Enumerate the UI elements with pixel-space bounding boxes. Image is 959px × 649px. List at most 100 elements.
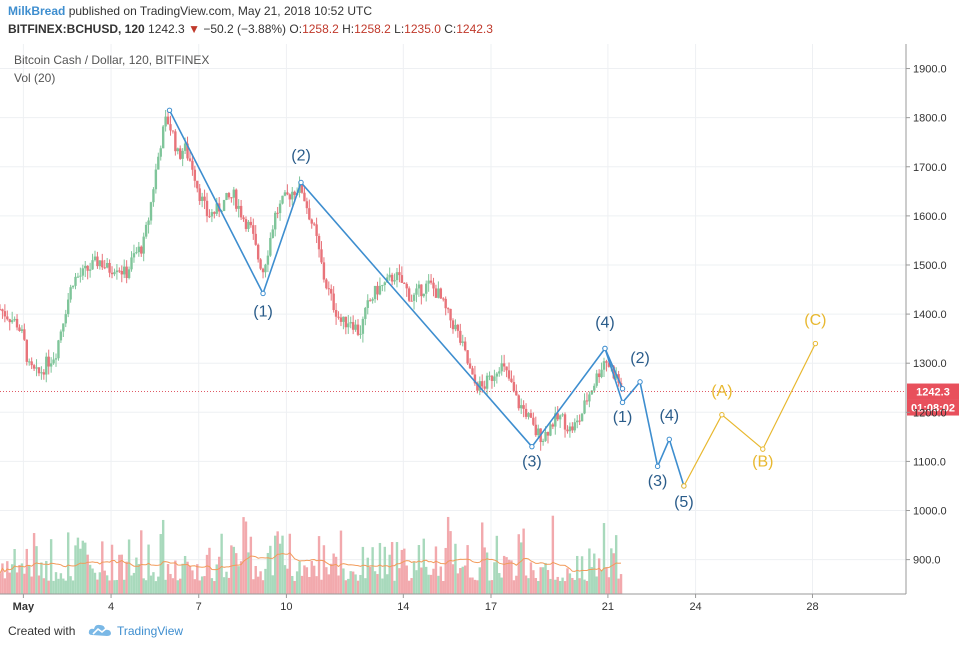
volume-bar <box>585 580 589 594</box>
candle-body <box>208 216 211 218</box>
volume-bar <box>407 580 411 594</box>
candle-body <box>203 196 206 201</box>
candle-body <box>196 180 199 189</box>
candle-body <box>432 282 435 289</box>
volume-bar <box>169 573 172 594</box>
publish-line: MilkBread published on TradingView.com, … <box>8 4 372 18</box>
candle-body <box>349 322 352 324</box>
candle-body <box>398 272 401 276</box>
countdown-badge <box>907 399 959 416</box>
candle-body <box>446 308 450 310</box>
volume-bar <box>356 580 360 594</box>
volume-bar <box>541 567 545 594</box>
subwave-wave-label: (2) <box>630 350 650 367</box>
candle-body <box>468 363 472 369</box>
volume-bar <box>249 536 253 594</box>
candle-body <box>291 191 294 200</box>
volume-bar <box>298 561 301 594</box>
volume-bar <box>451 564 455 594</box>
candle-body <box>144 224 148 237</box>
volume-bar <box>398 568 401 594</box>
candle-body <box>578 420 581 422</box>
candle-body <box>461 341 464 343</box>
price-tick-label: 1900.0 <box>913 64 947 76</box>
candle-body <box>571 426 574 431</box>
candle-body <box>293 191 296 195</box>
subwave-wave-point <box>654 463 661 470</box>
volume-bar <box>108 580 111 594</box>
candle-body <box>359 333 362 335</box>
volume-bar <box>519 542 523 594</box>
volume-bar <box>602 523 606 594</box>
tradingview-brand[interactable]: TradingView <box>117 624 184 638</box>
candle-body <box>13 318 16 321</box>
price-chart[interactable]: 1242.301:08:02 (1)(2)(3)(4)(1)(2)(3)(4)(… <box>0 44 959 615</box>
volume-bar <box>84 542 87 594</box>
candle-body <box>522 405 525 409</box>
candle-body <box>132 253 136 258</box>
volume-bar <box>381 578 384 594</box>
candle-body <box>86 265 89 271</box>
volume-bar <box>410 578 413 594</box>
volume-bar <box>558 580 562 594</box>
volume-bar <box>490 580 494 594</box>
candle-body <box>69 287 72 300</box>
footer: Created with TradingView <box>0 615 959 649</box>
candle-body <box>607 362 611 367</box>
volume-bar <box>113 580 116 594</box>
subwave-wave-line <box>604 348 685 487</box>
candle-body <box>505 366 508 371</box>
candle-body <box>18 327 21 332</box>
volume-bar <box>295 571 299 594</box>
volume-bar <box>161 519 165 594</box>
time-tick-label: 10 <box>280 601 292 613</box>
volume-bar <box>225 571 228 594</box>
candle-body <box>137 246 141 253</box>
volume-bar <box>593 553 596 594</box>
candle-body <box>585 400 589 402</box>
candle-body <box>412 294 416 301</box>
volume-bar <box>368 566 372 594</box>
volume-bar <box>200 576 204 594</box>
volume-bar <box>330 563 333 594</box>
candle-body <box>140 246 143 254</box>
candle-body <box>239 205 243 218</box>
volume-bar <box>388 554 391 594</box>
volume-bar <box>478 567 481 594</box>
elliott-wave-annotations[interactable]: (1) (2) (3) (4) (1) (2) (3) (4) (5) (A) (B) (C) <box>166 107 827 511</box>
tradingview-cloud-icon[interactable] <box>88 622 114 638</box>
price-tick-label: 1200.0 <box>913 407 947 419</box>
candle-body <box>225 192 228 200</box>
candle-body <box>237 205 240 209</box>
volume-bar <box>132 572 136 594</box>
volume-bar <box>432 568 435 594</box>
volume-bar <box>220 533 223 594</box>
volume-bar <box>327 574 330 594</box>
volume-bar <box>334 556 338 594</box>
candle-body <box>532 417 535 425</box>
candle-body <box>466 350 469 364</box>
volume-bar <box>40 562 43 594</box>
candle-body <box>198 188 201 201</box>
volume-bar <box>286 568 289 594</box>
author-name[interactable]: MilkBread <box>8 4 66 18</box>
volume-bar <box>434 546 438 594</box>
candle-body <box>8 319 11 323</box>
volume-bar <box>556 576 559 594</box>
candle-body <box>91 260 94 270</box>
candle-body <box>327 288 330 290</box>
volume-bar <box>597 558 601 594</box>
candle-body <box>597 373 601 378</box>
countdown-badge-text: 01:08:02 <box>911 403 955 415</box>
volume-bar <box>74 545 77 594</box>
volume-bar <box>154 581 158 594</box>
candle-body <box>47 356 50 367</box>
volume-bar <box>473 579 477 594</box>
volume-bar <box>485 552 489 594</box>
volume-bar <box>437 575 440 594</box>
volume-bar <box>210 578 214 594</box>
volume-bar <box>595 576 598 594</box>
candle-body <box>183 143 187 151</box>
volume-bar <box>205 554 209 594</box>
candle-body <box>368 300 372 302</box>
